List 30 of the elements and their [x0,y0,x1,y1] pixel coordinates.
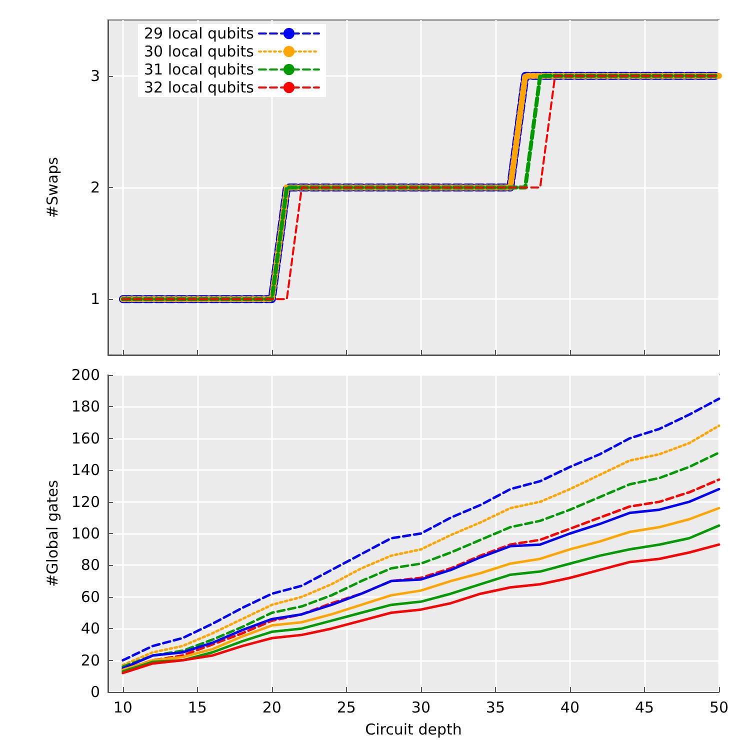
y-tick-label: 20 [80,651,100,670]
y-axis-title: #Global gates [44,480,62,587]
y-tick-label: 140 [71,461,100,480]
y-tick-label: 1 [90,290,100,308]
x-tick-label: 40 [560,698,580,716]
legend-label: 31 local qubits [144,60,254,78]
x-tick-label: 20 [262,698,282,716]
x-tick-label: 15 [188,698,207,716]
y-tick-label: 2 [90,178,100,196]
legend-label: 30 local qubits [144,42,254,60]
y-tick-label: 200 [71,366,100,384]
x-axis-title: Circuit depth [365,720,462,738]
y-tick-label: 100 [71,524,100,542]
y-axis-title: #Swaps [44,156,62,218]
y-tick-label: 120 [71,492,100,511]
x-tick-label: 25 [336,698,356,716]
y-tick-label: 0 [90,683,100,701]
y-tick-label: 60 [80,588,100,606]
x-tick-label: 10 [113,698,132,716]
y-tick-label: 180 [71,398,100,416]
legend-label: 29 local qubits [144,24,254,42]
y-tick-label: 40 [80,620,100,638]
x-tick-label: 30 [411,698,430,716]
x-tick-label: 35 [486,698,506,716]
y-tick-label: 160 [71,429,100,448]
y-tick-label: 80 [80,556,100,574]
x-tick-label: 45 [634,698,654,716]
y-tick-label: 3 [90,66,100,85]
legend-label: 32 local qubits [144,78,254,96]
x-tick-label: 50 [709,698,729,716]
